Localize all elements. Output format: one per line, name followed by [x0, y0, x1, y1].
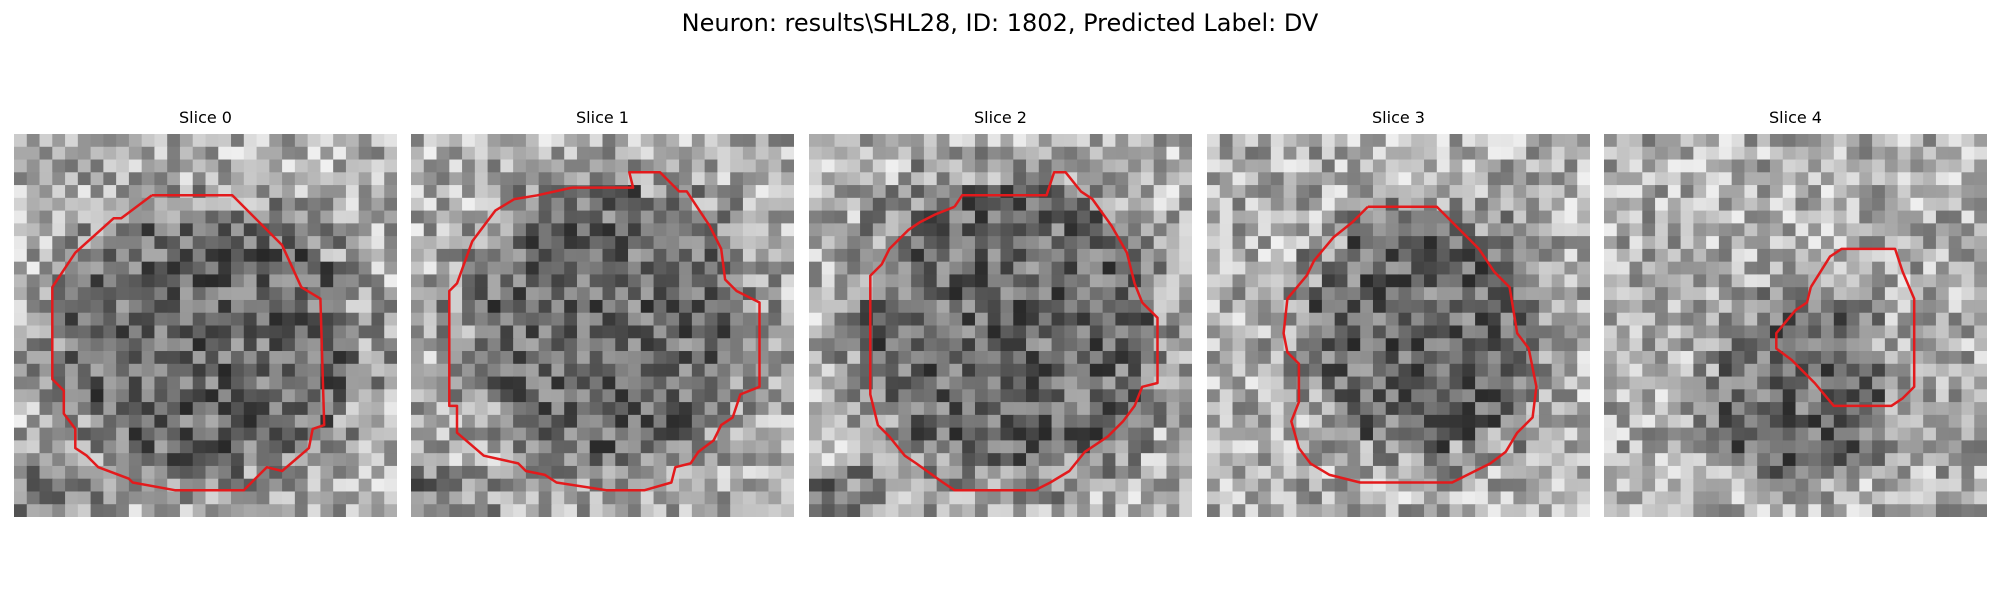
slice-image	[809, 134, 1192, 517]
neuron-contour	[448, 171, 761, 492]
slice-panel-2: Slice 2	[809, 108, 1192, 517]
slice-svg	[809, 134, 1192, 517]
figure-title: Neuron: results\SHL28, ID: 1802, Predict…	[681, 9, 1319, 37]
slice-image	[411, 134, 794, 517]
slice-title: Slice 2	[974, 108, 1027, 127]
slice-title: Slice 1	[576, 108, 629, 127]
slice-title: Slice 0	[179, 108, 232, 127]
slice-svg	[411, 134, 794, 517]
slice-panel-4: Slice 4	[1604, 108, 1987, 517]
slice-panel-0: Slice 0	[14, 108, 397, 517]
pixel-grid	[809, 134, 1192, 517]
slice-svg	[1207, 134, 1590, 517]
slice-panel-3: Slice 3	[1207, 108, 1590, 517]
neuron-contour	[1775, 247, 1916, 408]
slice-svg	[14, 134, 397, 517]
slice-title: Slice 3	[1372, 108, 1425, 127]
neuron-contour	[1282, 205, 1538, 484]
slice-svg	[1604, 134, 1987, 517]
pixel-grid	[14, 134, 397, 517]
neuron-contour	[51, 194, 326, 492]
slice-image	[1604, 134, 1987, 517]
slice-image	[14, 134, 397, 517]
slice-title: Slice 4	[1769, 108, 1822, 127]
neuron-contour	[869, 171, 1159, 492]
pixel-grid	[411, 134, 794, 517]
slice-image	[1207, 134, 1590, 517]
pixel-grid	[1604, 134, 1987, 517]
slice-panel-1: Slice 1	[411, 108, 794, 517]
pixel-grid	[1207, 134, 1590, 517]
